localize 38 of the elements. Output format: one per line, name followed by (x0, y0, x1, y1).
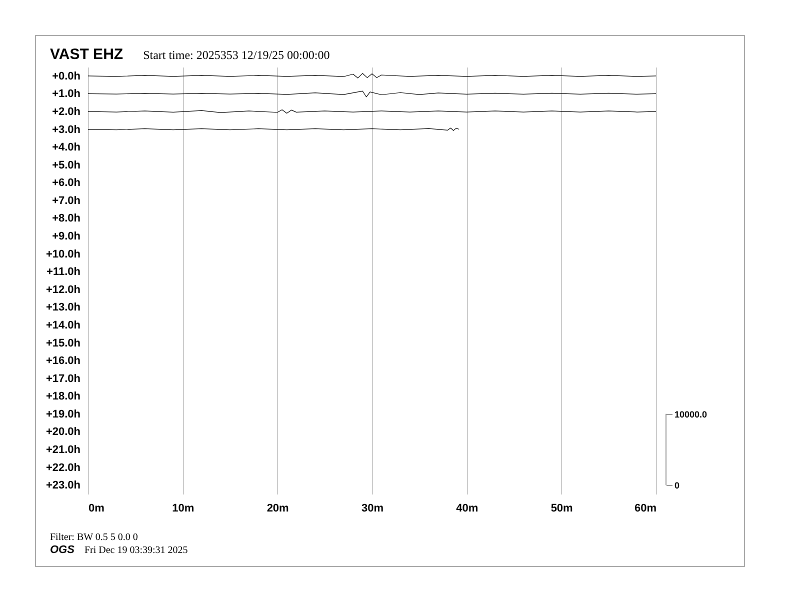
text: Filter: BW 0.5 5 0.0 0 (50, 532, 138, 543)
y2-tick-label: 10000.0 (674, 409, 708, 420)
x-tick-label: 60m (634, 502, 657, 514)
x-tick-label: 40m (456, 502, 478, 514)
chart-subtitle: Start time: 2025353 12/19/25 00:00:00 (143, 48, 330, 62)
y-tick-label: +12.0h (46, 284, 81, 296)
y-tick-label: +23.0h (46, 480, 81, 492)
y-tick-label: +21.0h (46, 444, 81, 456)
x-tick-label: 50m (550, 502, 574, 514)
y-tick-label: +19.0h (46, 408, 81, 420)
y-tick-label: +5.0h (52, 159, 81, 172)
y-tick-label: +14.0h (46, 319, 81, 332)
y-tick-label: +4.0h (52, 142, 81, 154)
y-tick-label: +22.0h (46, 462, 81, 474)
chart-title: VAST EHZ (50, 46, 124, 63)
y-tick-label: +17.0h (46, 372, 81, 385)
x-tick-label: 10m (172, 502, 194, 514)
y-tick-label: +18.0h (46, 390, 81, 403)
y-tick-label: +6.0h (52, 177, 81, 190)
y-tick-label: +3.0h (52, 124, 81, 136)
x-tick-label: 30m (361, 502, 384, 514)
y-tick-label: +8.0h (52, 212, 81, 225)
y-tick-label: +0.0h (52, 70, 81, 82)
y-tick-label: +13.0h (46, 302, 81, 314)
y-tick-label: +2.0h (52, 106, 81, 118)
x-tick-label: 20m (266, 502, 290, 514)
y-tick-label: +11.0h (46, 266, 81, 278)
y-tick-label: +10.0h (46, 248, 81, 260)
text: OGS (50, 544, 74, 556)
x-tick-label: 0m (88, 502, 105, 514)
y-tick-label: +20.0h (46, 426, 81, 438)
text: Fri Dec 19 03:39:31 2025 (84, 545, 188, 556)
y-tick-label: +9.0h (52, 230, 81, 243)
y-tick-label: +1.0h (52, 88, 81, 100)
y2-tick-label: 0 (674, 480, 680, 491)
y-tick-label: +7.0h (52, 194, 81, 207)
y-tick-label: +15.0h (46, 337, 81, 350)
y-tick-label: +16.0h (46, 355, 81, 368)
